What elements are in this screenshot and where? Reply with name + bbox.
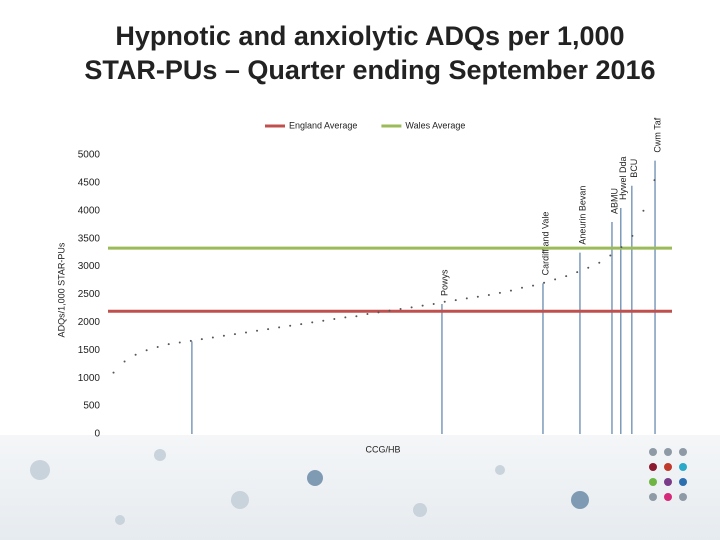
ccg-point: [211, 336, 214, 339]
ccg-point: [487, 294, 490, 297]
health-board-label: Hywel Dda: [618, 156, 628, 200]
ccg-point: [642, 209, 645, 212]
y-axis-label: ADQs/1,000 STAR-PUs: [56, 242, 66, 337]
ccg-point: [333, 318, 336, 321]
ccg-point: [189, 339, 192, 342]
ccg-point: [278, 326, 281, 329]
ccg-point: [565, 275, 568, 278]
title-line: Hypnotic and anxiolytic ADQs per 1,000: [115, 21, 624, 51]
ccg-point: [245, 331, 247, 334]
ccg-point: [532, 284, 535, 287]
y-tick-label: 1500: [78, 345, 101, 356]
ccg-point: [134, 353, 137, 356]
y-tick-label: 500: [83, 401, 100, 412]
y-tick-label: 0: [94, 429, 100, 440]
health-board-label: Aneurin Bevan: [577, 186, 587, 245]
legend-label: Wales Average: [405, 120, 465, 130]
ccg-point: [576, 271, 579, 274]
y-tick-label: 2500: [78, 289, 101, 300]
ccg-point: [123, 360, 126, 363]
title-line: STAR-PUs – Quarter ending September 2016: [84, 55, 655, 85]
ccg-point: [267, 328, 270, 331]
ccg-point: [443, 300, 446, 303]
ccg-point: [521, 286, 523, 289]
ccg-point: [112, 371, 115, 374]
ccg-point: [289, 324, 292, 327]
ccg-point: [587, 266, 590, 269]
health-board-label: Cwm Taf: [652, 117, 662, 152]
ccg-point: [256, 329, 259, 332]
ccg-point: [200, 338, 203, 341]
ccg-point: [311, 321, 314, 324]
y-tick-label: 2000: [78, 317, 101, 328]
ccg-point: [432, 302, 435, 305]
footer-background: [0, 435, 720, 540]
y-tick-label: 1000: [78, 373, 101, 384]
ccg-point: [653, 179, 656, 182]
logo-grid: [649, 448, 687, 501]
ccg-point: [366, 313, 369, 316]
ccg-point: [233, 333, 236, 336]
ccg-point: [554, 278, 557, 281]
ccg-point: [388, 309, 391, 312]
ccg-point: [609, 254, 612, 257]
ccg-point: [454, 299, 457, 302]
y-tick-label: 3000: [78, 261, 101, 272]
ccg-point: [543, 281, 546, 284]
ccg-point: [156, 345, 159, 348]
ccg-point: [355, 315, 358, 318]
ccg-point: [476, 295, 479, 298]
ccg-point: [322, 319, 325, 322]
ccg-point: [344, 316, 347, 319]
health-board-label: Cardiff and Vale: [540, 212, 550, 276]
ccg-point: [399, 308, 402, 311]
ccg-point: [620, 246, 623, 249]
ccg-point: [498, 291, 501, 294]
ccg-point: [145, 349, 148, 352]
ccg-point: [631, 234, 634, 237]
ccg-point: [178, 341, 181, 344]
ccg-point: [377, 311, 380, 314]
ccg-point: [465, 297, 468, 300]
ccg-point: [300, 323, 303, 326]
ccg-point: [598, 261, 601, 264]
decoration: [30, 449, 589, 525]
ccg-point: [421, 304, 424, 307]
health-board-label: ABMU: [609, 188, 619, 214]
ccg-point: [410, 306, 413, 309]
y-tick-label: 4000: [78, 205, 101, 216]
health-board-label: Powys: [439, 269, 449, 296]
y-tick-label: 3500: [78, 233, 101, 244]
y-tick-label: 5000: [78, 150, 101, 161]
y-tick-label: 4500: [78, 178, 101, 189]
ccg-point: [509, 289, 512, 292]
legend-label: England Average: [289, 120, 357, 130]
ccg-point: [167, 343, 170, 346]
health-board-label: BCU: [629, 159, 639, 178]
x-axis-label: CCG/HB: [365, 444, 400, 454]
ccg-point: [222, 334, 225, 337]
